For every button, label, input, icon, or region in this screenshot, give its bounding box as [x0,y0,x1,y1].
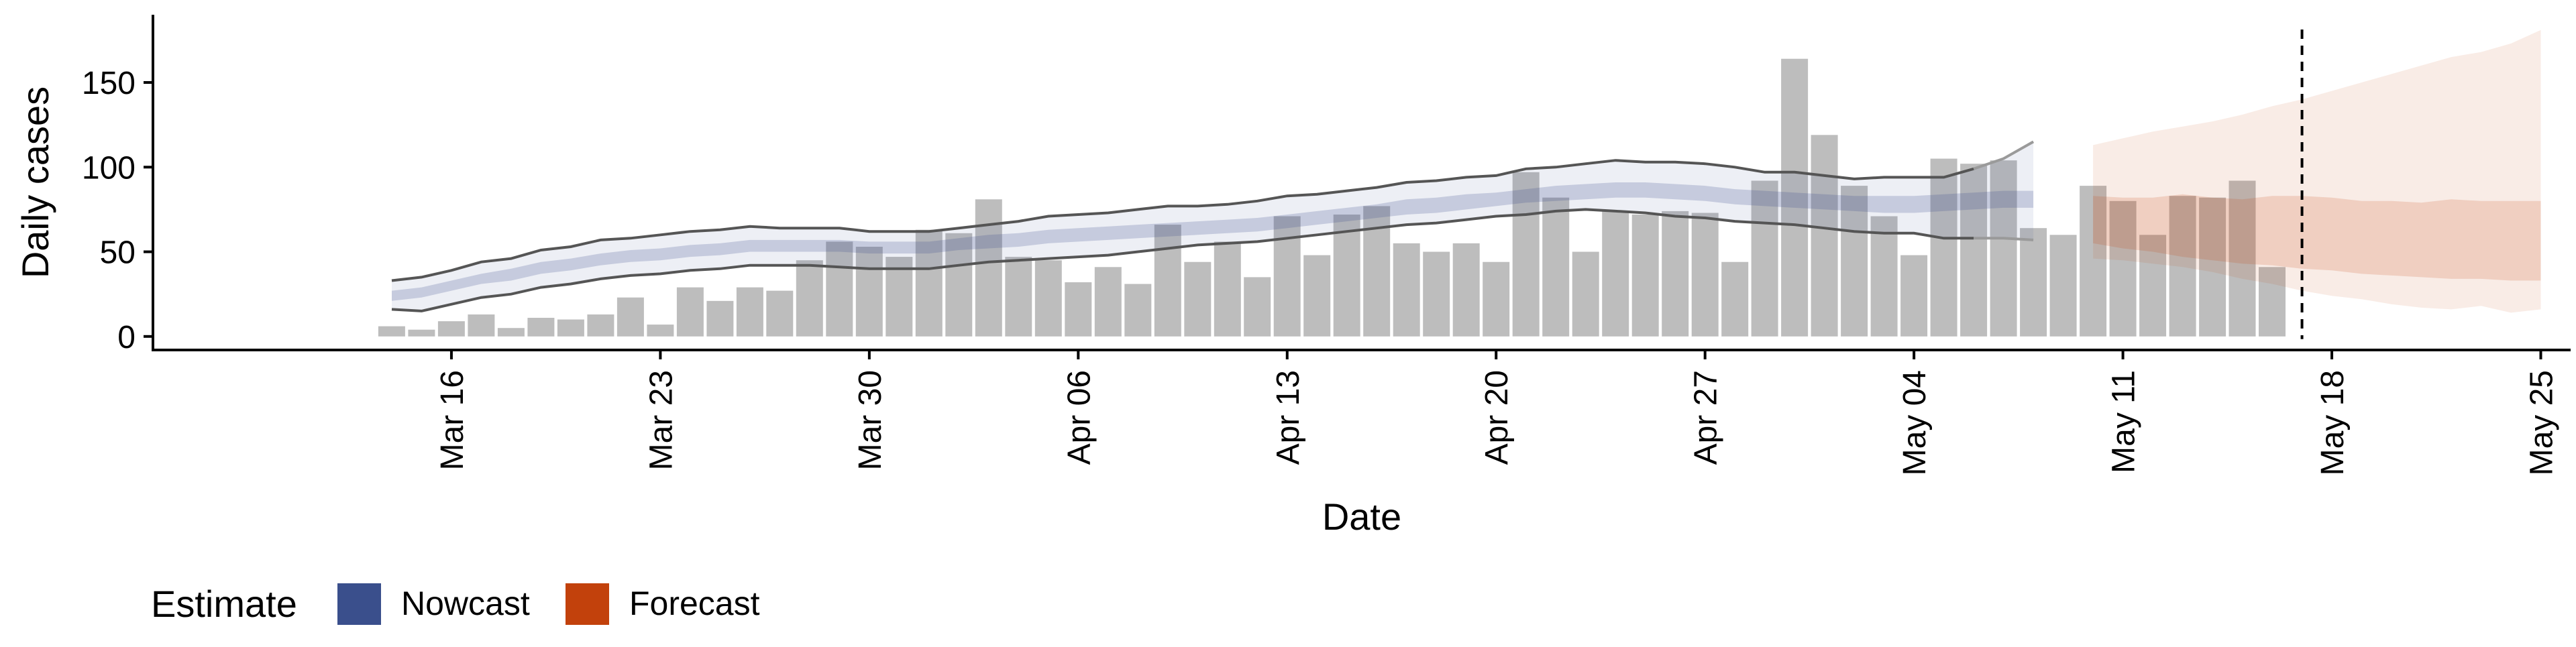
case-bar [2169,196,2196,337]
case-bar [1124,284,1152,337]
x-tick-label: Apr 27 [1688,370,1724,465]
case-bar [1423,251,1450,337]
case-bar [647,325,674,337]
case-bar [1602,211,1629,337]
case-bar [1870,216,1898,337]
y-tick-label: 0 [117,320,136,355]
x-tick-label: May 11 [2106,370,2142,473]
case-bar [1781,58,1809,337]
case-bar [1333,215,1360,337]
case-bar [1214,241,1241,337]
y-tick-label: 100 [82,150,136,186]
legend-title: Estimate [151,583,297,625]
case-bar [2139,235,2167,337]
nowcast-lower-outline [391,208,1974,312]
case-bar [1751,180,1778,337]
case-bar [1811,135,1838,337]
case-bar [378,326,405,337]
case-bar [1691,213,1719,337]
case-bar [1483,261,1510,337]
case-bar [527,318,555,337]
case-bar [915,229,943,337]
case-bar [676,287,704,337]
estimate-bands-layer [391,30,2541,339]
case-bar [1542,197,1570,337]
case-bar [1065,282,1092,337]
case-bar [766,290,794,337]
case-bar [1990,160,2017,337]
x-tick-label: Apr 06 [1061,370,1097,465]
case-bar [855,247,883,337]
legend-swatch-nowcast [337,583,381,625]
nowcast-lower-outline-tail [1974,237,2034,241]
case-bar [1005,257,1032,337]
x-axis-title: Date [1322,495,1401,538]
case-bar [1452,243,1480,337]
case-bar [975,199,1002,337]
case-bar [885,257,913,337]
case-bar [2080,186,2107,337]
case-bar [1900,255,1928,337]
axes-layer: 0 50 100 150 Mar 16 Mar 23 Mar 30 Apr 06 Apr 13 A… [82,15,2571,475]
forecast-outer-band [2093,30,2541,313]
case-bar [736,287,763,337]
x-tick-label: May 18 [2315,370,2351,475]
case-bar [1960,164,1988,337]
case-bar [796,260,823,337]
legend-label-forecast: Forecast [629,585,760,622]
x-tick-label: Mar 23 [643,370,679,470]
x-tick-label: Apr 20 [1479,370,1515,465]
x-tick-label: Mar 30 [853,370,888,470]
case-bar [408,329,435,337]
case-bar [2259,267,2286,337]
x-tick-label: Mar 16 [435,370,470,470]
case-bar [1393,243,1420,337]
case-bar [1244,277,1271,337]
case-bar [2109,200,2137,337]
nowcast-outer-band [392,141,2034,311]
y-axis-title: Daily cases [14,86,56,278]
case-bar [1512,172,1540,337]
forecast-inner-band [2093,194,2541,281]
case-bar [1930,158,1957,337]
case-bar [2020,228,2047,337]
case-bar [945,233,973,337]
case-bar [826,241,853,337]
legend-swatch-forecast [566,583,609,625]
y-tick-label: 50 [100,235,136,271]
y-tick-label: 150 [82,66,136,101]
x-tick-label: May 04 [1897,370,1933,475]
case-bar [1094,267,1122,337]
case-bar [468,314,495,337]
case-bar [1631,215,1659,337]
bars-layer [378,58,2286,337]
case-bar [616,297,644,337]
nowcast-upper-outline [391,159,1974,282]
case-bar [587,314,614,337]
case-bar [1034,260,1062,337]
case-bar [2049,235,2077,337]
nowcast-upper-outline-tail [1973,140,2035,170]
case-bar [1841,186,1868,337]
case-bar [1154,225,1181,337]
case-bar [1303,255,1331,337]
legend: Estimate Nowcast Forecast [151,583,760,625]
x-tick-label: Apr 13 [1271,370,1306,465]
case-bar [437,321,465,337]
case-bar [497,328,525,337]
case-bar [1184,261,1212,337]
x-tick-label: May 25 [2524,370,2560,475]
case-bar [1662,211,1689,337]
legend-label-nowcast: Nowcast [401,585,530,622]
case-bar [557,319,584,337]
case-bar [706,300,734,337]
case-bar [2229,180,2256,337]
case-bar [1721,261,1749,337]
case-bar [2199,197,2226,337]
case-bar [1572,251,1599,337]
